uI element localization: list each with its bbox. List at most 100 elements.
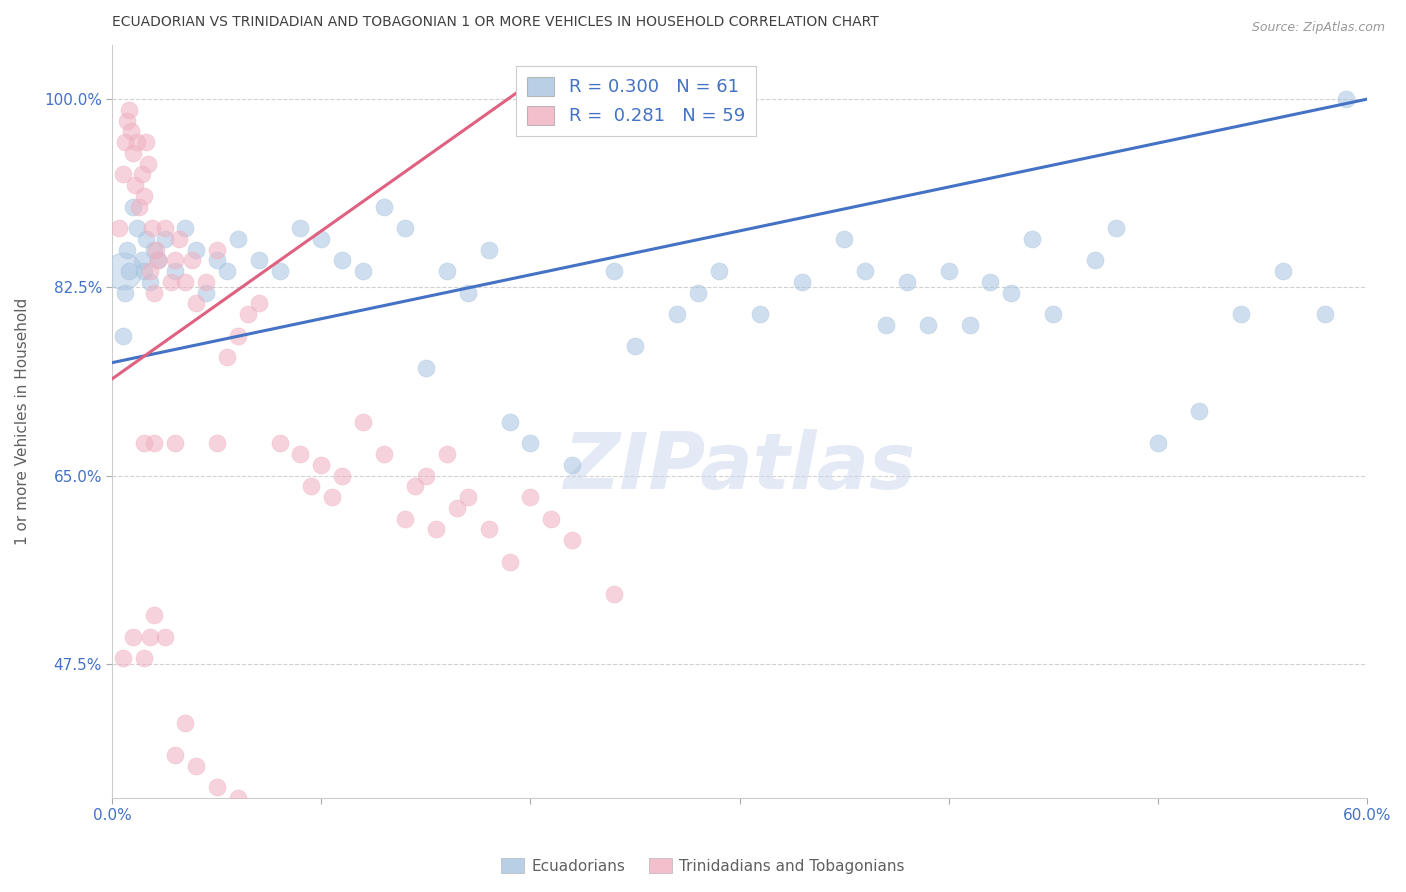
Point xyxy=(226,328,249,343)
Point xyxy=(135,135,157,149)
Legend: R = 0.300   N = 61, R =  0.281   N = 59: R = 0.300 N = 61, R = 0.281 N = 59 xyxy=(516,66,756,136)
Point xyxy=(1000,285,1022,300)
Point xyxy=(132,189,155,203)
Y-axis label: 1 or more Vehicles in Household: 1 or more Vehicles in Household xyxy=(15,298,30,545)
Point xyxy=(238,307,260,321)
Point xyxy=(111,651,134,665)
Point xyxy=(167,232,190,246)
Point xyxy=(163,747,186,762)
Point xyxy=(352,264,374,278)
Point xyxy=(111,264,134,278)
Point xyxy=(832,232,855,246)
Text: ECUADORIAN VS TRINIDADIAN AND TOBAGONIAN 1 OR MORE VEHICLES IN HOUSEHOLD CORRELA: ECUADORIAN VS TRINIDADIAN AND TOBAGONIAN… xyxy=(112,15,879,29)
Point xyxy=(1334,92,1357,106)
Point xyxy=(478,522,501,536)
Point xyxy=(163,264,186,278)
Point xyxy=(217,350,239,364)
Point xyxy=(792,275,814,289)
Text: ZIPatlas: ZIPatlas xyxy=(564,429,915,505)
Point xyxy=(132,436,155,450)
Point xyxy=(127,221,149,235)
Point xyxy=(498,555,520,569)
Point xyxy=(111,168,134,182)
Point xyxy=(184,759,207,773)
Point xyxy=(686,285,709,300)
Point xyxy=(160,275,183,289)
Point xyxy=(394,221,416,235)
Point xyxy=(1188,404,1211,418)
Point xyxy=(118,103,141,117)
Point xyxy=(131,168,153,182)
Point xyxy=(141,221,163,235)
Point xyxy=(139,275,162,289)
Point xyxy=(205,243,228,257)
Point xyxy=(540,511,562,525)
Point xyxy=(749,307,772,321)
Point xyxy=(180,253,202,268)
Point xyxy=(1021,232,1043,246)
Point xyxy=(247,253,270,268)
Point xyxy=(603,587,626,601)
Point xyxy=(404,479,426,493)
Point xyxy=(665,307,688,321)
Point xyxy=(153,232,176,246)
Point xyxy=(128,200,150,214)
Point xyxy=(330,468,353,483)
Point xyxy=(132,264,155,278)
Point xyxy=(163,253,186,268)
Point xyxy=(115,113,138,128)
Point xyxy=(299,479,322,493)
Point xyxy=(478,243,501,257)
Point xyxy=(1230,307,1253,321)
Point xyxy=(436,447,458,461)
Point xyxy=(1042,307,1064,321)
Point xyxy=(875,318,897,332)
Point xyxy=(107,221,129,235)
Point xyxy=(938,264,960,278)
Legend: Ecuadorians, Trinidadians and Tobagonians: Ecuadorians, Trinidadians and Tobagonian… xyxy=(495,852,911,880)
Point xyxy=(290,447,312,461)
Point xyxy=(707,264,730,278)
Point xyxy=(143,243,166,257)
Point xyxy=(143,436,166,450)
Point xyxy=(853,264,876,278)
Point xyxy=(290,221,312,235)
Point xyxy=(122,630,145,644)
Point xyxy=(195,275,218,289)
Point xyxy=(174,275,197,289)
Point xyxy=(131,253,153,268)
Point xyxy=(896,275,918,289)
Point xyxy=(917,318,939,332)
Point xyxy=(143,608,166,623)
Point xyxy=(174,715,197,730)
Point xyxy=(498,415,520,429)
Point xyxy=(247,296,270,310)
Point xyxy=(148,253,170,268)
Point xyxy=(1313,307,1336,321)
Point xyxy=(247,813,270,827)
Point xyxy=(124,178,146,193)
Point xyxy=(979,275,1001,289)
Point xyxy=(153,221,176,235)
Point xyxy=(373,200,395,214)
Point xyxy=(1272,264,1295,278)
Point xyxy=(1084,253,1107,268)
Point xyxy=(163,436,186,450)
Point xyxy=(205,436,228,450)
Point xyxy=(114,285,136,300)
Point xyxy=(519,490,541,504)
Point xyxy=(415,468,437,483)
Point xyxy=(122,145,145,160)
Point xyxy=(127,135,149,149)
Point xyxy=(120,124,142,138)
Point xyxy=(561,533,583,547)
Point xyxy=(184,243,207,257)
Point xyxy=(205,253,228,268)
Point xyxy=(330,253,353,268)
Point xyxy=(603,264,626,278)
Point xyxy=(136,157,159,171)
Point xyxy=(139,264,162,278)
Point xyxy=(1105,221,1128,235)
Point xyxy=(269,436,291,450)
Point xyxy=(135,232,157,246)
